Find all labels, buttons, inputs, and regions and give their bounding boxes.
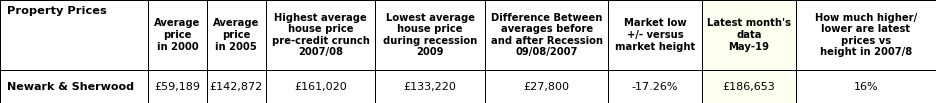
Text: Newark & Sherwood: Newark & Sherwood	[7, 81, 135, 92]
Bar	[375, 0, 485, 70]
Text: 16%: 16%	[854, 81, 878, 92]
Bar	[0, 70, 148, 103]
Bar	[0, 0, 148, 70]
Text: Lowest average
house price
during recession
2009: Lowest average house price during recess…	[383, 13, 477, 57]
Bar	[266, 0, 375, 70]
Bar	[207, 70, 266, 103]
Bar	[608, 0, 702, 70]
Text: Market low
+/- versus
market height: Market low +/- versus market height	[615, 18, 695, 52]
Text: £59,189: £59,189	[154, 81, 200, 92]
Text: £27,800: £27,800	[523, 81, 570, 92]
Text: Property Prices: Property Prices	[7, 6, 108, 16]
Bar	[702, 70, 796, 103]
Bar	[266, 70, 375, 103]
Bar	[485, 70, 608, 103]
Bar	[148, 70, 207, 103]
Bar	[207, 0, 266, 70]
Bar	[796, 70, 936, 103]
Text: £142,872: £142,872	[210, 81, 263, 92]
Bar	[702, 0, 796, 70]
Text: -17.26%: -17.26%	[632, 81, 679, 92]
Bar	[148, 0, 207, 70]
Text: Latest month's
data
May-19: Latest month's data May-19	[707, 18, 791, 52]
Text: Highest average
house price
pre-credit crunch
2007/08: Highest average house price pre-credit c…	[271, 13, 370, 57]
Text: Average
price
in 2005: Average price in 2005	[213, 18, 259, 52]
Bar	[796, 0, 936, 70]
Text: £133,220: £133,220	[403, 81, 457, 92]
Bar	[608, 70, 702, 103]
Text: Difference Between
averages before
and after Recession
09/08/2007: Difference Between averages before and a…	[490, 13, 603, 57]
Text: £186,653: £186,653	[723, 81, 775, 92]
Bar	[375, 70, 485, 103]
Text: £161,020: £161,020	[294, 81, 347, 92]
Text: Average
price
in 2000: Average price in 2000	[154, 18, 200, 52]
Bar	[485, 0, 608, 70]
Text: How much higher/
lower are latest
prices vs
height in 2007/8: How much higher/ lower are latest prices…	[814, 13, 917, 57]
